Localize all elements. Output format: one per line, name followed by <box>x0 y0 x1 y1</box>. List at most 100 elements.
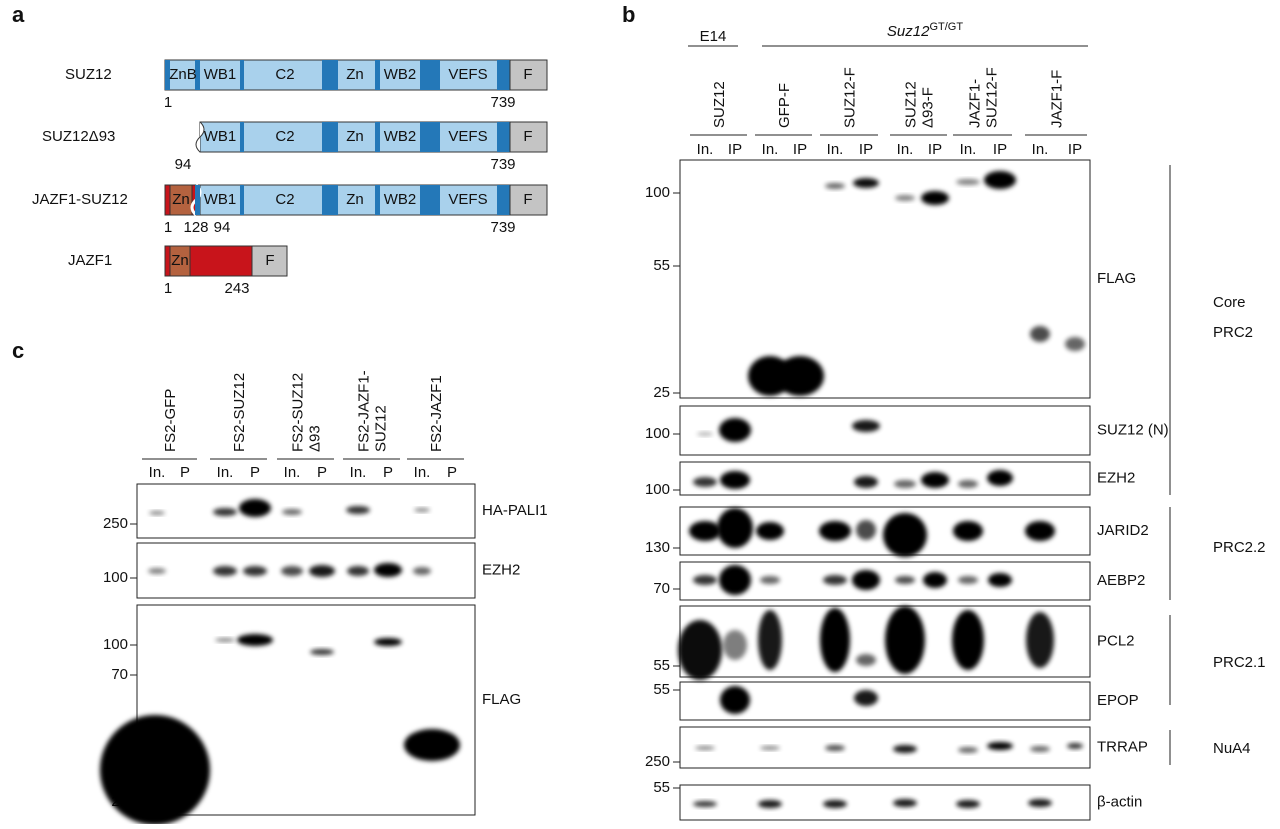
domain-label: Zn <box>172 191 190 208</box>
blot <box>679 159 1091 399</box>
band <box>852 570 880 590</box>
position-label: 128 <box>183 219 208 236</box>
position-label: 94 <box>214 219 231 236</box>
band <box>1025 521 1055 541</box>
domain-label: ZnB <box>169 66 197 83</box>
lane-label: In. <box>827 141 844 158</box>
header-right: Suz12GT/GT <box>887 21 963 40</box>
strip <box>240 122 244 152</box>
band <box>758 800 782 808</box>
band <box>956 179 980 185</box>
band <box>693 801 717 807</box>
band <box>854 690 878 706</box>
sample-label: GFP-F <box>776 83 793 128</box>
band <box>149 511 165 515</box>
flag-tag <box>509 184 548 216</box>
blot-name: EPOP <box>1097 692 1139 709</box>
domain-label: F <box>523 191 532 208</box>
band <box>693 575 717 585</box>
strip <box>240 185 244 215</box>
domain-label: F <box>523 66 532 83</box>
domain-label: Zn <box>346 66 364 83</box>
sample-label: FS2-GFP <box>162 389 179 452</box>
lane-label: P <box>447 464 457 481</box>
zn-domain <box>169 245 191 277</box>
blot-name: EZH2 <box>1097 469 1135 486</box>
marker-label: 100 <box>645 481 670 498</box>
blot-name: FLAG <box>482 691 521 708</box>
band <box>243 566 267 576</box>
lane-label: IP <box>793 141 807 158</box>
sample-label: FS2-SUZ12 <box>231 373 248 452</box>
lane-label: P <box>250 464 260 481</box>
band <box>237 634 273 646</box>
band <box>413 567 431 575</box>
lane-label: IP <box>928 141 942 158</box>
strip <box>375 185 380 215</box>
header-left: E14 <box>700 28 727 45</box>
position-label: 1 <box>164 94 172 111</box>
blot-name: PCL2 <box>1097 632 1135 649</box>
marker-label: 100 <box>645 184 670 201</box>
band <box>239 499 271 517</box>
domain-label: C2 <box>275 191 294 208</box>
band <box>952 610 984 670</box>
lane-label: In. <box>149 464 166 481</box>
construct-name: SUZ12 <box>65 66 112 83</box>
sample-label: SUZ12 <box>902 81 919 128</box>
band <box>374 563 402 577</box>
domain-label: F <box>265 252 274 269</box>
band <box>678 620 722 680</box>
panel-label: a <box>12 2 25 27</box>
band <box>720 686 750 714</box>
band <box>374 638 402 646</box>
strip <box>322 60 338 90</box>
band <box>346 506 370 514</box>
blot-name: SUZ12 (N) <box>1097 421 1169 438</box>
sample-label: FS2-JAZF1- <box>355 370 372 452</box>
band <box>921 191 949 205</box>
band <box>760 576 780 584</box>
band <box>776 356 824 396</box>
band <box>717 508 753 548</box>
strip <box>497 122 510 152</box>
band <box>1026 612 1054 668</box>
band <box>825 745 845 751</box>
band <box>893 799 917 807</box>
marker-label: 55 <box>653 779 670 796</box>
domain-label: Zn <box>171 252 189 269</box>
genotype: GT/GT <box>929 21 963 33</box>
sample-label: Δ93 <box>306 425 323 452</box>
band <box>1030 326 1050 342</box>
complex-label: NuA4 <box>1213 740 1251 757</box>
lane-label: In. <box>960 141 977 158</box>
domain-label: C2 <box>275 128 294 145</box>
band <box>820 608 850 672</box>
lane-label: IP <box>1068 141 1082 158</box>
strip <box>375 60 380 90</box>
band <box>987 470 1013 486</box>
complex-label: PRC2 <box>1213 324 1253 341</box>
band <box>819 521 851 541</box>
lane-label: In. <box>284 464 301 481</box>
blot-name: EZH2 <box>482 561 520 578</box>
strip <box>165 60 170 90</box>
position-label: 739 <box>490 219 515 236</box>
band <box>853 178 879 188</box>
marker-label: 250 <box>645 753 670 770</box>
gene: Suz12 <box>887 23 930 40</box>
lane-label: IP <box>859 141 873 158</box>
marker-label: 55 <box>653 681 670 698</box>
band <box>823 800 847 808</box>
band <box>100 715 210 825</box>
blot-name: HA-PALI1 <box>482 502 548 519</box>
domain-label: WB1 <box>204 66 237 83</box>
band <box>856 520 876 540</box>
marker-label: 130 <box>645 539 670 556</box>
band <box>987 742 1013 750</box>
band <box>723 630 747 660</box>
band <box>215 638 235 642</box>
band <box>697 432 713 436</box>
marker-label: 70 <box>111 666 128 683</box>
band <box>719 418 751 442</box>
